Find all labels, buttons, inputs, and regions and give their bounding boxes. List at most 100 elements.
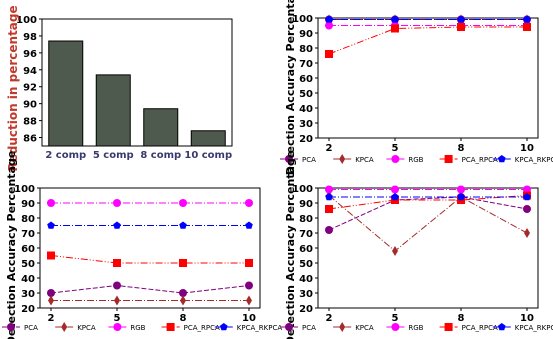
x-tick-label: 10 (520, 143, 534, 154)
y-tick-label: 100 (292, 14, 313, 25)
legend-label-KPCA_RKPCA: KPCA_RKPCA (237, 324, 283, 332)
y-tick-label: 90 (21, 199, 35, 210)
y-tick-label: 70 (21, 229, 35, 240)
x-tick-label: 8 (180, 313, 187, 324)
point-PCA_RPCA (179, 259, 187, 267)
point-KPCA (180, 295, 186, 306)
point-RGB (325, 185, 333, 194)
point-RGB (113, 199, 121, 207)
point-KPCA_RKPCA (457, 15, 465, 23)
legend-marker-PCA_RPCA (166, 323, 175, 331)
x-category-label: 2 comp (45, 150, 86, 161)
y-tick-label: 80 (299, 214, 313, 225)
x-tick-label: 2 (48, 313, 55, 324)
series-RGB (325, 21, 531, 30)
y-axis-label: Detection Accuracy Percentage (284, 0, 297, 175)
point-PCA_RPCA (47, 251, 55, 260)
point-PCA_RPCA (325, 50, 333, 58)
legend: PCA KPCA RGB PCA_RPCA KPCA_RKPCA (280, 154, 553, 164)
legend-label-KPCA: KPCA (355, 156, 374, 164)
legend-marker-PCA (285, 155, 293, 163)
point-PCA_RPCA (391, 24, 399, 33)
series-PCA_RPCA (47, 251, 253, 267)
point-PCA_RPCA (325, 205, 333, 213)
legend-label-PCA: PCA (302, 156, 316, 164)
series-KPCA_RKPCA (325, 15, 531, 23)
x-category-label: 5 comp (93, 150, 134, 161)
point-KPCA (392, 246, 398, 256)
y-tick-label: 90 (299, 29, 313, 40)
y-tick-label: 80 (21, 214, 35, 225)
y-tick-label: 40 (299, 274, 313, 285)
legend-marker-PCA (285, 323, 293, 331)
legend-marker-KPCA_RKPCA (498, 323, 506, 331)
series-line-PCA (50, 284, 250, 294)
legend-label-KPCA_RKPCA: KPCA_RKPCA (515, 156, 553, 164)
point-PCA (113, 281, 121, 290)
y-tick-label: 30 (299, 119, 313, 130)
legend-label-PCA_RPCA: PCA_RPCA (462, 156, 498, 164)
series-PCA_RPCA (325, 191, 531, 213)
y-tick-label: 94 (23, 66, 37, 77)
legend-label-KPCA: KPCA (355, 324, 374, 332)
y-tick-label: 80 (299, 44, 313, 55)
y-tick-label: 20 (299, 304, 313, 315)
y-tick-label: 98 (23, 32, 37, 43)
legend-marker-KPCA (339, 154, 346, 164)
bar-8-comp (143, 108, 179, 147)
x-category-label: 10 comp (184, 150, 232, 161)
legend-label-PCA: PCA (24, 324, 38, 332)
point-PCA_RPCA (113, 259, 121, 267)
point-KPCA_RKPCA (245, 221, 253, 229)
y-tick-label: 86 (23, 134, 37, 145)
point-KPCA (246, 295, 252, 306)
y-tick-label: 70 (299, 229, 313, 240)
legend-marker-RGB (113, 323, 122, 331)
series-line-PCA_RPCA (328, 195, 528, 210)
y-tick-label: 50 (299, 259, 313, 270)
legend-marker-RGB (391, 155, 400, 163)
x-tick-label: 2 (326, 313, 333, 324)
point-KPCA_RKPCA (113, 221, 121, 229)
y-tick-label: 60 (299, 74, 313, 85)
point-RGB (391, 185, 399, 194)
point-KPCA (48, 295, 54, 306)
series-line-KPCA (328, 195, 528, 252)
y-tick-label: 92 (23, 83, 37, 94)
point-KPCA_RKPCA (179, 221, 187, 229)
point-KPCA_RKPCA (523, 193, 531, 201)
x-category-label: 8 comp (140, 150, 181, 161)
x-tick-label: 8 (458, 313, 465, 324)
point-PCA (523, 205, 531, 213)
line-plot-frame (317, 17, 539, 139)
y-tick-label: 96 (23, 49, 37, 60)
x-tick-label: 5 (392, 313, 399, 324)
point-PCA (47, 289, 55, 297)
point-KPCA_RKPCA (457, 193, 465, 201)
legend-label-RGB: RGB (408, 324, 423, 332)
bar-plot-frame (41, 18, 233, 147)
legend-marker-PCA (7, 323, 15, 331)
point-KPCA_RKPCA (325, 15, 333, 23)
y-tick-label: 70 (299, 59, 313, 70)
point-KPCA (524, 228, 530, 238)
y-tick-label: 40 (21, 274, 35, 285)
series-RGB (325, 185, 531, 194)
line-plot-frame (317, 187, 539, 309)
legend-marker-PCA_RPCA (444, 323, 453, 331)
x-tick-label: 10 (242, 313, 256, 324)
legend-label-RGB: RGB (130, 324, 145, 332)
bar-10-comp (190, 130, 226, 147)
legend-marker-KPCA (339, 322, 346, 332)
legend-label-PCA: PCA (302, 324, 316, 332)
point-RGB (245, 199, 253, 207)
point-KPCA_RKPCA (391, 193, 399, 201)
legend-marker-KPCA (61, 322, 68, 332)
series-PCA (325, 193, 531, 234)
point-RGB (457, 185, 465, 194)
point-PCA_RPCA (523, 23, 531, 31)
x-tick-label: 8 (458, 143, 465, 154)
series-PCA_RPCA (325, 23, 531, 58)
point-PCA (245, 281, 253, 290)
